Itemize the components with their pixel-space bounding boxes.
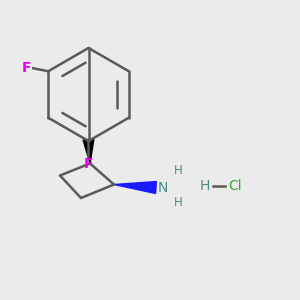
Text: H: H [200,179,210,193]
Polygon shape [114,182,156,194]
Text: F: F [84,158,93,172]
Polygon shape [83,139,94,164]
Text: F: F [22,61,32,75]
Text: Cl: Cl [228,179,242,193]
Text: H: H [174,196,183,209]
Text: N: N [158,181,168,194]
Text: H: H [174,164,183,177]
